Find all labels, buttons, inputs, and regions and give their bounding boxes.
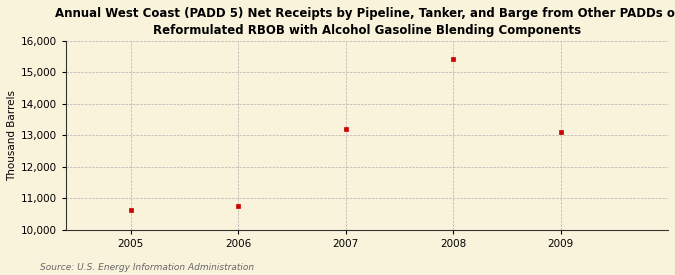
Title: Annual West Coast (PADD 5) Net Receipts by Pipeline, Tanker, and Barge from Othe: Annual West Coast (PADD 5) Net Receipts … (55, 7, 675, 37)
Text: Source: U.S. Energy Information Administration: Source: U.S. Energy Information Administ… (40, 263, 254, 272)
Y-axis label: Thousand Barrels: Thousand Barrels (7, 90, 17, 181)
